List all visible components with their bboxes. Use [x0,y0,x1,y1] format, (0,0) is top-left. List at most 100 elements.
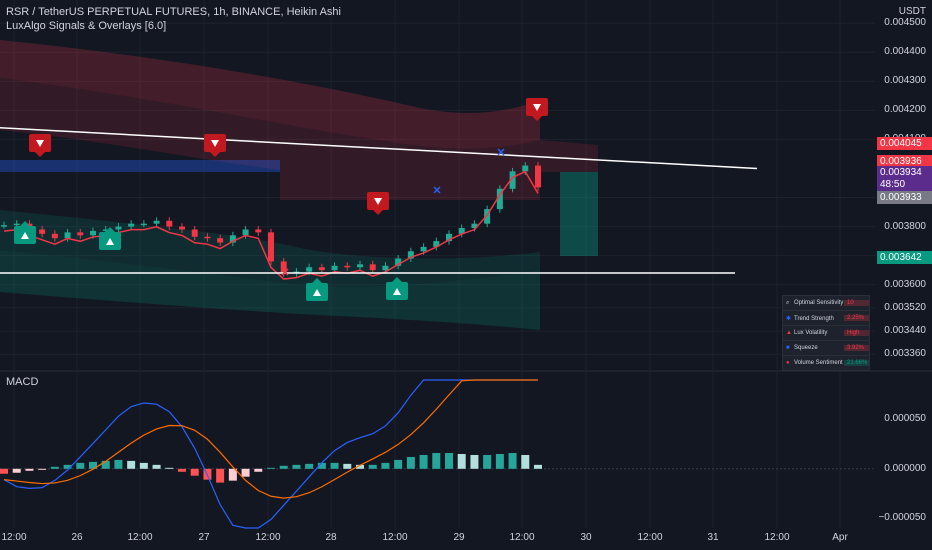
macd-histogram-bar [101,460,110,469]
price-tag: 0.003934 [877,166,932,179]
signals-row: ■ Squeeze 3.92% [783,341,869,356]
signals-value: 2.25% [844,315,869,321]
sell-signal-icon[interactable] [29,134,51,157]
macd-histogram-bar [521,454,530,469]
candle-body [90,230,96,236]
macd-histogram-bar [228,468,237,481]
candle-body [407,251,414,259]
macd-histogram-bar [381,462,390,469]
macd-histogram-bar [63,464,72,469]
upper-band-inner [0,78,598,200]
macd-title[interactable]: MACD [6,376,39,388]
macd-histogram-bar [534,464,542,469]
magnifier-icon: ⌕ [786,299,790,306]
macd-histogram-bar [50,466,59,469]
macd-histogram-bar [457,454,466,469]
candle-body [433,241,440,247]
signals-label: ⌕ Optimal Sensitivity [786,299,844,306]
signal-markers[interactable] [14,98,548,301]
chart-title[interactable]: RSR / TetherUS PERPETUAL FUTURES, 1h, BI… [6,6,341,18]
snowflake-icon: ✱ [786,315,792,322]
candle-body [484,209,491,224]
candle-body [446,233,452,242]
candle-body [39,229,46,234]
macd-histogram-bar [12,468,21,473]
macd-histogram-bar [419,454,428,469]
candle-body [102,229,109,231]
macd-histogram-bar [495,454,504,469]
price-axis-label: 0.004500 [884,17,926,29]
time-axis-label: Apr [832,532,848,543]
macd-histogram-bar [394,459,403,469]
macd-histogram-bar [190,468,199,476]
candle-body [242,229,249,236]
time-axis-label: 27 [198,532,210,543]
macd-histogram-bar [216,468,225,483]
buy-signal-icon[interactable] [14,221,36,244]
trailing-stop-line [3,170,539,280]
time-axis-label: 12:00 [1,532,27,543]
candle-body [458,228,465,234]
price-axis-label: 0.003800 [884,220,926,232]
macd-histogram-bar [356,464,364,469]
buy-signal-icon[interactable] [306,278,328,301]
signals-dashboard: ⌕ Optimal Sensitivity 10 ✱ Trend Strength 2.2… [782,295,870,371]
candle-body [217,238,224,243]
price-axis-label: 0.003600 [884,278,926,290]
candle-body [204,236,211,239]
signals-row: ⌕ Optimal Sensitivity 10 [783,296,869,311]
macd-histogram-bar [317,462,326,469]
price-tag: 0.003642 [877,251,932,264]
macd-histogram-bar [432,453,441,469]
cross-marker-icon [433,186,441,194]
candle-body [179,226,185,230]
candle-body [496,188,503,210]
macd-axis-label: −0.000050 [878,512,926,524]
signal-line [3,379,538,499]
resistance-trendline [0,127,758,170]
candle-body [140,223,147,226]
warning-icon: ▲ [786,330,792,336]
macd-axis-label: 0.000050 [884,413,926,425]
sell-signal-icon[interactable] [204,134,226,157]
price-axis-label: 0.004300 [884,75,926,87]
macd-histogram-bar [445,453,453,469]
signals-value: 10 [844,300,869,306]
signals-label: ✱ Trend Strength [786,315,834,322]
sell-signal-icon[interactable] [526,98,548,121]
price-tag: 0.004045 [877,137,932,150]
macd-histogram-bar [267,467,275,469]
candle-body [357,264,363,268]
candle-body [369,264,376,271]
candle-body [280,261,287,274]
macd-histogram-bar [25,468,34,471]
sell-signal-icon[interactable] [367,192,389,215]
candle-body [1,225,7,227]
macd-histogram-bar [0,468,8,474]
macd-histogram-bar [305,463,314,469]
candle-body [522,165,529,172]
sentiment-icon: ● [786,360,790,366]
candle-body [229,235,236,243]
time-axis-label: 12:00 [509,532,535,543]
buy-signal-icon[interactable] [386,277,408,300]
signals-value: 3.92% [844,345,869,351]
indicator-name[interactable]: LuxAlgo Signals & Overlays [6.0] [6,20,167,32]
macd-histogram-bar [139,462,148,469]
macd-axis-label: 0.000000 [884,462,926,474]
candle-body [255,229,262,233]
macd-histogram-bar [330,462,339,469]
macd-histogram-bar [292,464,301,469]
candle-body [535,165,541,188]
candle-body [13,223,20,226]
candle-body [115,226,122,230]
buy-signal-icon[interactable] [99,227,121,250]
candle-body [331,265,338,271]
blue-zone [0,160,280,172]
signals-label: ● Volume Sentiment [786,360,843,366]
candle-body [191,229,198,237]
price-tag: 0.003933 [877,191,932,204]
macd-histogram-bar [254,468,263,472]
price-tag: 0.003936 [877,155,932,168]
